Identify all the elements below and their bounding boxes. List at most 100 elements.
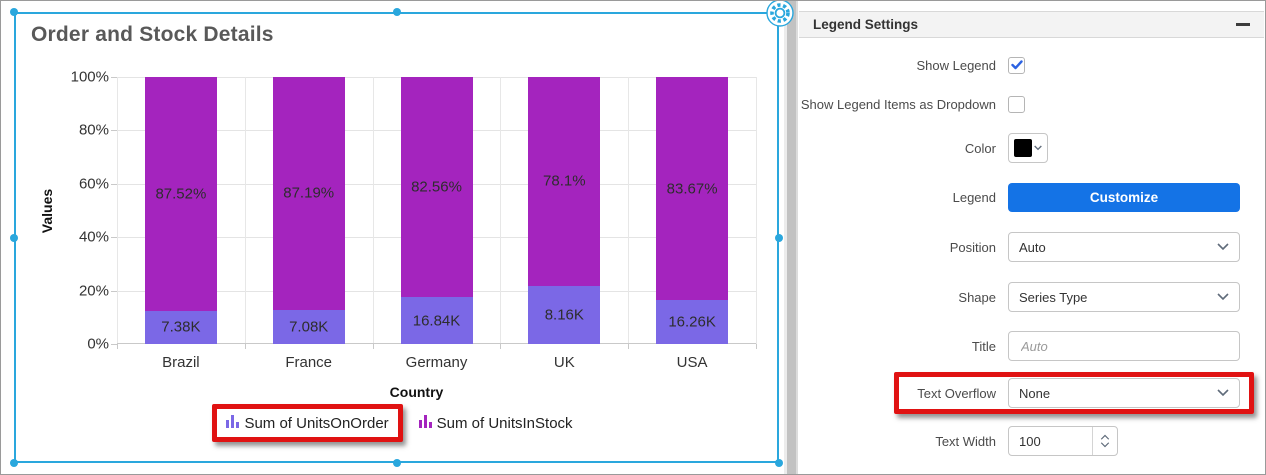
x-category-label: France xyxy=(285,354,333,371)
chart-legend: Sum of UnitsOnOrder Sum of UnitsInStock xyxy=(1,404,784,442)
text-width-stepper: 100 xyxy=(1008,426,1118,456)
x-tick-mark xyxy=(117,344,118,349)
bar-data-label: 7.38K xyxy=(161,318,201,336)
y-tick-mark xyxy=(111,77,117,78)
row-text-overflow: Text Overflow None xyxy=(798,370,1265,416)
color-label: Color xyxy=(964,140,996,156)
bar-data-label: 87.19% xyxy=(283,184,335,202)
bar-segment-units-on-order[interactable] xyxy=(144,310,217,344)
chevron-down-icon xyxy=(1034,145,1042,151)
bar-segment-units-in-stock[interactable] xyxy=(400,77,473,298)
row-title: Title xyxy=(798,322,1265,370)
y-tick-label: 100% xyxy=(70,68,109,86)
check-icon xyxy=(1010,60,1023,70)
legend-label: Legend xyxy=(952,189,996,205)
row-position: Position Auto xyxy=(798,222,1265,272)
y-tick-mark xyxy=(111,344,117,345)
customize-button[interactable]: Customize xyxy=(1008,182,1240,212)
bar-series-icon xyxy=(226,414,240,432)
chevron-up-icon[interactable] xyxy=(1100,434,1110,440)
x-category-label: Brazil xyxy=(162,354,200,371)
bar-data-label: 87.52% xyxy=(155,185,207,203)
row-shape: Shape Series Type xyxy=(798,272,1265,322)
x-tick-mark xyxy=(500,344,502,349)
row-legend-customize: Legend Customize xyxy=(798,172,1265,222)
y-tick-mark xyxy=(111,130,117,132)
y-tick-label: 0% xyxy=(87,335,109,353)
bar-segment-units-in-stock[interactable] xyxy=(144,77,217,311)
v-gridline xyxy=(244,77,246,344)
y-axis-title: Values xyxy=(39,188,55,233)
selection-handle[interactable] xyxy=(775,233,783,242)
bar-segment-units-on-order[interactable] xyxy=(656,300,729,344)
y-tick-mark xyxy=(111,290,117,292)
selection-handle[interactable] xyxy=(775,459,783,467)
color-picker-dropdown[interactable] xyxy=(1008,133,1048,163)
v-gridline xyxy=(372,77,374,344)
chart-title: Order and Stock Details xyxy=(31,23,274,46)
bar-segment-units-in-stock[interactable] xyxy=(656,77,729,301)
position-select[interactable]: Auto xyxy=(1008,232,1240,262)
legend-title-input-wrap xyxy=(1008,331,1240,361)
text-overflow-select-value: None xyxy=(1019,385,1051,401)
show-legend-checkbox[interactable] xyxy=(1008,56,1025,74)
x-tick-mark xyxy=(756,344,757,349)
shape-select[interactable]: Series Type xyxy=(1008,282,1240,312)
row-color: Color xyxy=(798,124,1265,172)
selection-handle[interactable] xyxy=(10,459,18,467)
text-overflow-label: Text Overflow xyxy=(917,385,996,401)
panel-divider[interactable] xyxy=(784,1,798,474)
v-gridline xyxy=(117,77,118,344)
legend-item-units-in-stock[interactable]: Sum of UnitsInStock xyxy=(418,414,573,432)
bar-segment-units-in-stock[interactable] xyxy=(528,77,601,286)
y-tick-label: 80% xyxy=(78,121,109,139)
bar-data-label: 8.16K xyxy=(544,306,584,324)
legend-title-input[interactable] xyxy=(1019,337,1229,355)
bar-series-icon xyxy=(418,414,432,432)
text-overflow-select[interactable]: None xyxy=(1008,378,1240,408)
bar-segment-units-in-stock[interactable] xyxy=(272,77,345,310)
shape-label: Shape xyxy=(958,289,996,305)
position-label: Position xyxy=(949,239,996,255)
chevron-down-icon xyxy=(1217,293,1229,301)
row-text-width: Text Width 100 xyxy=(798,416,1265,466)
legend-item-label: Sum of UnitsInStock xyxy=(436,414,573,432)
bar-data-label: 16.84K xyxy=(412,312,461,330)
title-label: Title xyxy=(971,338,996,354)
stepper-buttons[interactable] xyxy=(1092,427,1117,455)
bar-segment-units-on-order[interactable] xyxy=(272,309,345,344)
bar-data-label: 78.1% xyxy=(543,172,586,190)
x-category-label: USA xyxy=(676,354,708,371)
dashboard-canvas: Order and Stock Details 0% 20% 40% 60% 80% 10… xyxy=(1,1,794,474)
legend-settings-header[interactable]: Legend Settings xyxy=(799,11,1264,38)
y-tick-label: 40% xyxy=(78,228,109,246)
x-axis-title: Country xyxy=(389,384,444,400)
selection-handle[interactable] xyxy=(10,233,18,242)
legend-item-units-on-order[interactable]: Sum of UnitsOnOrder xyxy=(226,414,389,432)
x-tick-mark xyxy=(244,344,246,349)
x-tick-mark xyxy=(628,344,630,349)
selection-handle[interactable] xyxy=(392,8,401,16)
show-legend-dropdown-checkbox[interactable] xyxy=(1008,95,1025,113)
chevron-down-icon xyxy=(1217,243,1229,251)
bar-data-label: 7.08K xyxy=(289,318,329,336)
bar-segment-units-on-order[interactable] xyxy=(528,285,601,344)
row-show-legend-dropdown: Show Legend Items as Dropdown xyxy=(798,84,1265,124)
selection-handle[interactable] xyxy=(392,459,401,467)
y-tick-label: 20% xyxy=(78,282,109,300)
v-gridline xyxy=(500,77,502,344)
show-legend-dropdown-label: Show Legend Items as Dropdown xyxy=(800,96,996,112)
bar-segment-units-on-order[interactable] xyxy=(400,297,473,344)
properties-panel: Legend Settings Show Legend Show Legend … xyxy=(798,1,1265,474)
text-width-value[interactable]: 100 xyxy=(1019,433,1041,449)
x-category-label: UK xyxy=(553,354,575,371)
y-tick-label: 60% xyxy=(78,175,109,193)
legend-item-label: Sum of UnitsOnOrder xyxy=(244,414,389,432)
v-gridline xyxy=(756,77,757,344)
row-show-legend: Show Legend xyxy=(798,46,1265,84)
chevron-down-icon[interactable] xyxy=(1100,442,1110,448)
widget-settings-gear-icon[interactable] xyxy=(765,1,795,28)
annotation-highlight-legend-item: Sum of UnitsOnOrder xyxy=(212,404,403,442)
selection-handle[interactable] xyxy=(10,8,18,16)
collapse-minus-icon[interactable] xyxy=(1236,23,1250,26)
